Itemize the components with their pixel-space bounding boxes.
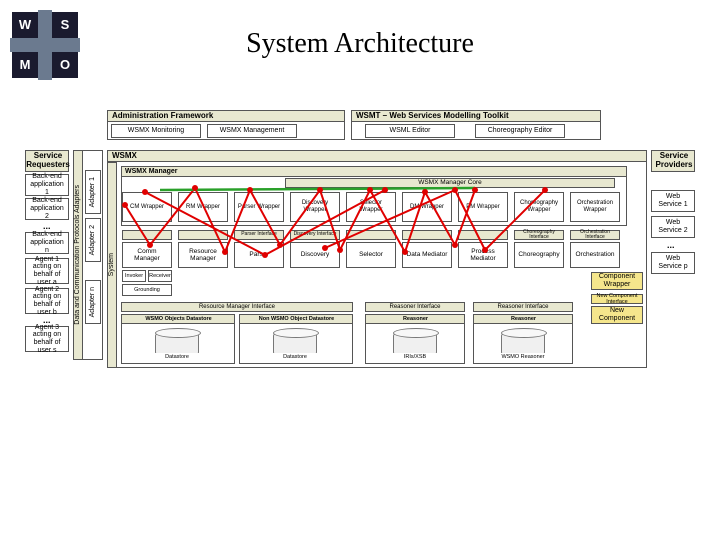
admin-item: WSMX Management xyxy=(207,124,297,138)
component-box: Process Mediator xyxy=(458,242,508,268)
wrapper-box: DM Wrapper xyxy=(402,192,452,222)
iface-box: Parser Interface xyxy=(234,230,284,240)
storage-iface: Reasoner Interface xyxy=(365,302,465,312)
provider-item: Web Service 1 xyxy=(651,190,695,212)
new-component-iface: New Component Interface xyxy=(591,294,643,304)
requester-item: Agent 3 acting on behalf of user s xyxy=(25,326,69,352)
wrapper-box: PM Wrapper xyxy=(458,192,508,222)
component-box: Selector xyxy=(346,242,396,268)
cyl-label: Datastore xyxy=(268,353,322,362)
iface-box xyxy=(458,230,508,240)
iface-box xyxy=(402,230,452,240)
component-box: Comm Manager xyxy=(122,242,172,268)
wrapper-box: Parser Wrapper xyxy=(234,192,284,222)
storage-iface: Reasoner Interface xyxy=(473,302,573,312)
adapter-item: Adapter n xyxy=(85,280,101,324)
cyl-label: WSMO Reasoner xyxy=(491,353,555,362)
wrapper-box: Choreography Wrapper xyxy=(514,192,564,222)
component-box: Orchestration xyxy=(570,242,620,268)
storage-group-label: Non WSMO Object Datastore xyxy=(239,314,353,324)
new-component-box: New Component xyxy=(591,306,643,324)
iface-box: Choreography Interface xyxy=(514,230,564,240)
adapter-item: Adapter 1 xyxy=(85,170,101,214)
wsmt-header: WSMT – Web Services Modelling Toolkit xyxy=(351,110,601,122)
cyl-label: IRIs/XSB xyxy=(388,353,442,362)
wrapper-box: CM Wrapper xyxy=(122,192,172,222)
iface-box xyxy=(122,230,172,240)
iface-box xyxy=(346,230,396,240)
wrapper-box: Orchestration Wrapper xyxy=(570,192,620,222)
wrapper-box: Discovery Wrapper xyxy=(290,192,340,222)
iface-box xyxy=(178,230,228,240)
subcomponent-invoker: Invoker xyxy=(122,270,146,282)
requesters-header: Service Requesters xyxy=(25,150,69,172)
component-box: Parser xyxy=(234,242,284,268)
provider-item: Web Service p xyxy=(651,252,695,274)
ellipsis: ... xyxy=(43,221,51,231)
wsmx-system-label: System xyxy=(107,162,117,368)
storage-group-label: WSMO Objects Datastore xyxy=(121,314,235,324)
wrapper-box: Selector Wrapper xyxy=(346,192,396,222)
iface-box: Discovery Interface xyxy=(290,230,340,240)
admin-framework-header: Administration Framework xyxy=(107,110,345,122)
provider-item: Web Service 2 xyxy=(651,216,695,238)
providers-header: Service Providers xyxy=(651,150,695,172)
component-box: Resource Manager xyxy=(178,242,228,268)
storage-group-label: Reasoner xyxy=(365,314,465,324)
requester-item: Agent 1 acting on behalf of user a xyxy=(25,258,69,284)
requester-item: Back-end application 2 xyxy=(25,198,69,220)
requester-item: Back-end application 1 xyxy=(25,174,69,196)
wrapper-box: RM Wrapper xyxy=(178,192,228,222)
adapters-label: Data and Communication Protocols Adapter… xyxy=(73,150,83,360)
component-box: Data Mediator xyxy=(402,242,452,268)
architecture-diagram: Administration Framework WSMX Monitoring… xyxy=(25,110,695,410)
cyl-label: Datastore xyxy=(150,353,204,362)
admin-item: WSMX Monitoring xyxy=(111,124,201,138)
wsmx-manager-header: WSMX Manager xyxy=(121,166,627,177)
requester-item: Agent 2 acting on behalf of user b xyxy=(25,288,69,314)
subcomponent-receiver: Receiver xyxy=(148,270,172,282)
adapter-item: Adapter 2 xyxy=(85,218,101,262)
new-component-wrapper: Component Wrapper xyxy=(591,272,643,290)
storage-iface: Resource Manager Interface xyxy=(121,302,353,312)
component-box: Choreography xyxy=(514,242,564,268)
wsmt-item: Choreography Editor xyxy=(475,124,565,138)
wsmx-header: WSMX xyxy=(107,150,647,162)
storage-group-label: Reasoner xyxy=(473,314,573,324)
wsmx-core-header: WSMX Manager Core xyxy=(285,178,615,188)
requester-item: Back-end application n xyxy=(25,232,69,254)
wsmt-item: WSML Editor xyxy=(365,124,455,138)
iface-box: Orchestration Interface xyxy=(570,230,620,240)
subcomponent-grounding: Grounding xyxy=(122,284,172,296)
ellipsis: ... xyxy=(667,240,675,250)
component-box: Discovery xyxy=(290,242,340,268)
page-title: System Architecture xyxy=(0,28,720,60)
